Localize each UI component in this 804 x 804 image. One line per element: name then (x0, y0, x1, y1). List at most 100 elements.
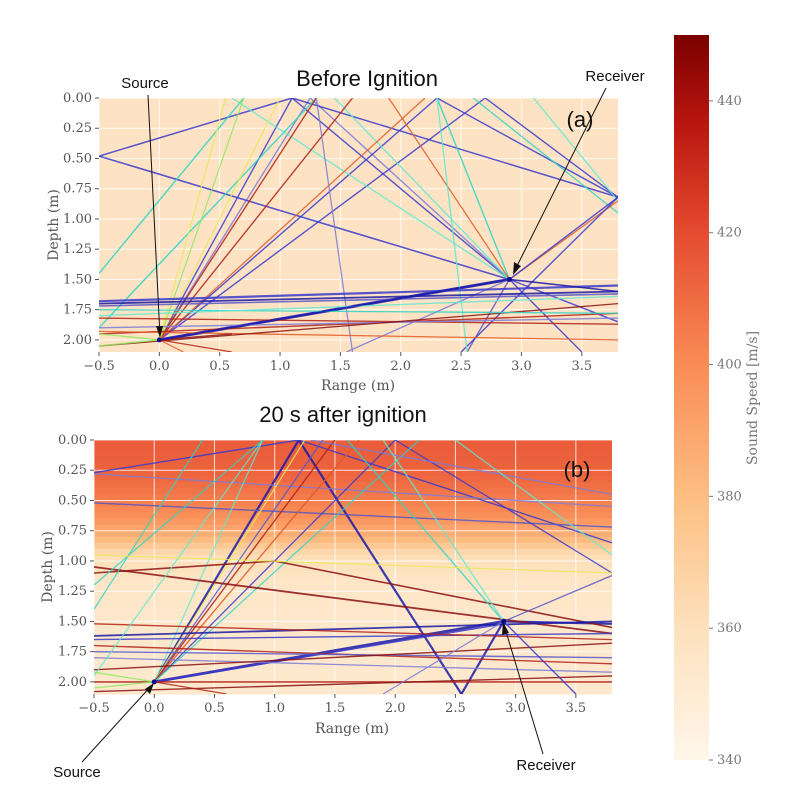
ray-path (436, 98, 468, 352)
y-tick-label: 0.25 (63, 121, 92, 136)
field-band (94, 506, 612, 514)
ray-path (99, 317, 618, 325)
panel-a-grid (98, 97, 618, 352)
ray-path (382, 440, 505, 622)
field-band (94, 536, 612, 544)
panel-b-source-arrow (81, 684, 153, 763)
ray-path (158, 98, 354, 341)
ray-path (94, 440, 264, 586)
field-band (94, 675, 612, 683)
x-tick-label: 0.0 (149, 359, 170, 374)
y-tick-label: 0.50 (63, 151, 92, 166)
field-band (94, 609, 612, 616)
colorbar-label: Sound Speed [m/s] (745, 331, 761, 465)
ray-path (94, 440, 203, 610)
field-band (94, 639, 612, 647)
field-band (94, 524, 612, 532)
source-point (151, 679, 157, 685)
y-tick-label: 2.00 (58, 675, 87, 690)
x-tick-label: 3.5 (566, 701, 587, 716)
field-band (94, 500, 612, 508)
ray-path (153, 440, 612, 683)
y-tick-label: 0.00 (58, 433, 87, 448)
field-band (94, 663, 612, 671)
field-band (94, 440, 612, 447)
ray-path (94, 642, 612, 671)
ray-path (99, 302, 618, 347)
y-tick-label: 0.75 (58, 524, 87, 539)
ray-path (159, 339, 232, 352)
colorbar-tick-label: 380 (717, 489, 742, 504)
panel-a-y-ticks: 0.00 0.25 0.50 0.75 1.00 1.25 1.50 1.75 2.00 (63, 91, 99, 348)
panel-a-receiver-arrowhead (513, 262, 521, 275)
ray-path (94, 566, 612, 635)
ray-path (158, 98, 510, 341)
field-band (94, 542, 612, 550)
field-band (94, 591, 612, 598)
ray-path (94, 671, 155, 683)
panel-b-x-ticks: −0.5 0.0 0.5 1.0 1.5 2.0 2.5 3.0 3.5 (78, 694, 586, 716)
y-tick-label: 1.00 (58, 554, 87, 569)
ray-path (99, 98, 245, 274)
y-tick-label: 2.00 (63, 333, 92, 348)
y-tick-label: 0.00 (63, 91, 92, 106)
x-tick-label: 1.0 (264, 701, 285, 716)
panel-a-panel-label: (a) (567, 107, 594, 132)
ray-path (99, 290, 618, 305)
ray-path (382, 620, 504, 694)
colorbar-tick-label: 440 (717, 94, 742, 109)
colorbar-tick-label: 400 (717, 358, 742, 373)
x-tick-label: 0.5 (204, 701, 225, 716)
ray-path (94, 473, 612, 508)
x-tick-label: 3.0 (511, 359, 532, 374)
panel-b-receiver-arrow (503, 624, 544, 755)
x-tick-label: 2.5 (445, 701, 466, 716)
y-tick-label: 0.25 (58, 463, 87, 478)
ray-path (460, 196, 618, 352)
panel-a-x-ticks: −0.5 0.0 0.5 1.0 1.5 2.0 2.5 3.0 3.5 (83, 352, 592, 374)
ray-path (346, 278, 510, 352)
field-band (94, 669, 612, 677)
ray-path (315, 98, 354, 352)
y-tick-label: 0.75 (63, 182, 92, 197)
x-tick-label: 1.0 (270, 359, 291, 374)
field-band (94, 488, 612, 496)
x-tick-label: 2.0 (385, 701, 406, 716)
ray-path (94, 502, 612, 528)
panel-b-title: 20 s after ignition (259, 402, 427, 427)
ray-path (154, 681, 227, 694)
field-band (94, 621, 612, 629)
ray-path (154, 623, 504, 683)
ray-path (99, 333, 160, 341)
field-band (94, 470, 612, 477)
ray-path (99, 339, 160, 347)
ray-path (94, 554, 612, 574)
colorbar-ticks: 340 360 380 400 420 440 (709, 94, 742, 768)
y-tick-label: 1.75 (63, 303, 92, 318)
panel-b-y-ticks: 0.00 0.25 0.50 0.75 1.00 1.25 1.50 1.75 2.00 (58, 433, 94, 690)
field-band (94, 476, 612, 483)
ray-path (310, 440, 612, 496)
panel-b-rays (94, 440, 612, 694)
ray-path (94, 681, 155, 689)
ray-path (158, 98, 510, 341)
panel-b-source-arrowhead (145, 683, 154, 694)
ray-path (231, 98, 510, 280)
field-band (94, 687, 612, 695)
ray-path (153, 440, 463, 694)
x-tick-label: 1.5 (325, 701, 346, 716)
ray-path (158, 98, 426, 341)
field-band (94, 452, 612, 459)
x-tick-label: 3.5 (571, 359, 592, 374)
panel-a-source-label: Source (121, 75, 169, 92)
colorbar: 340 360 380 400 420 440 Sound Speed [m/s] (674, 35, 761, 768)
y-tick-label: 1.25 (58, 584, 87, 599)
ray-path (99, 317, 618, 329)
ray-path (503, 574, 612, 622)
field-band (94, 603, 612, 610)
x-tick-label: 0.5 (209, 359, 230, 374)
y-tick-label: 0.50 (58, 493, 87, 508)
ray-path (472, 98, 618, 214)
field-band (94, 567, 612, 574)
